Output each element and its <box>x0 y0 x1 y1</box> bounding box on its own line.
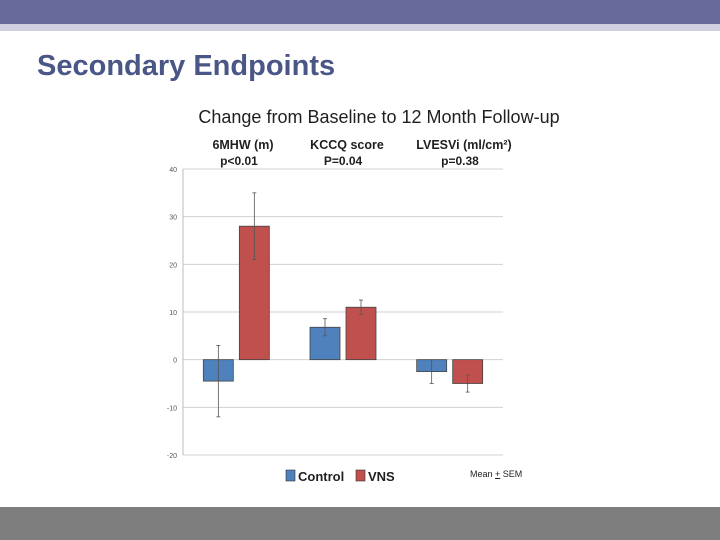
legend-label-control: Control <box>298 469 344 484</box>
note-prefix: Mean <box>470 469 496 479</box>
chart-title: Change from Baseline to 12 Month Follow-… <box>198 107 559 127</box>
legend-swatch-control <box>285 469 296 482</box>
footer-bar <box>0 507 720 540</box>
y-tick-label: 0 <box>173 358 177 365</box>
group-pvalue: p<0.01 <box>220 154 258 168</box>
legend-swatch-vns <box>355 469 366 482</box>
group-label: KCCQ score <box>310 138 384 152</box>
bar-vns <box>345 306 377 361</box>
chart-note: Mean + SEM <box>470 469 522 479</box>
y-tick-label: 30 <box>169 215 177 222</box>
y-tick-label: -20 <box>167 453 177 460</box>
y-tick-label: 10 <box>169 310 177 317</box>
group-label: LVESVi (ml/cm²) <box>416 138 511 152</box>
page-title: Secondary Endpoints <box>37 50 336 82</box>
header-underline <box>0 24 720 31</box>
group-pvalue: P=0.04 <box>324 154 363 168</box>
y-tick-label: 40 <box>169 167 177 174</box>
legend-label-vns: VNS <box>368 469 395 484</box>
note-plus-minus: + <box>495 469 501 479</box>
header-bar <box>0 0 720 24</box>
y-tick-label: -10 <box>167 405 177 412</box>
group-label: 6MHW (m) <box>212 138 273 152</box>
note-suffix: SEM <box>500 469 523 479</box>
y-tick-label: 20 <box>169 262 177 269</box>
group-pvalue: p=0.38 <box>441 154 479 168</box>
